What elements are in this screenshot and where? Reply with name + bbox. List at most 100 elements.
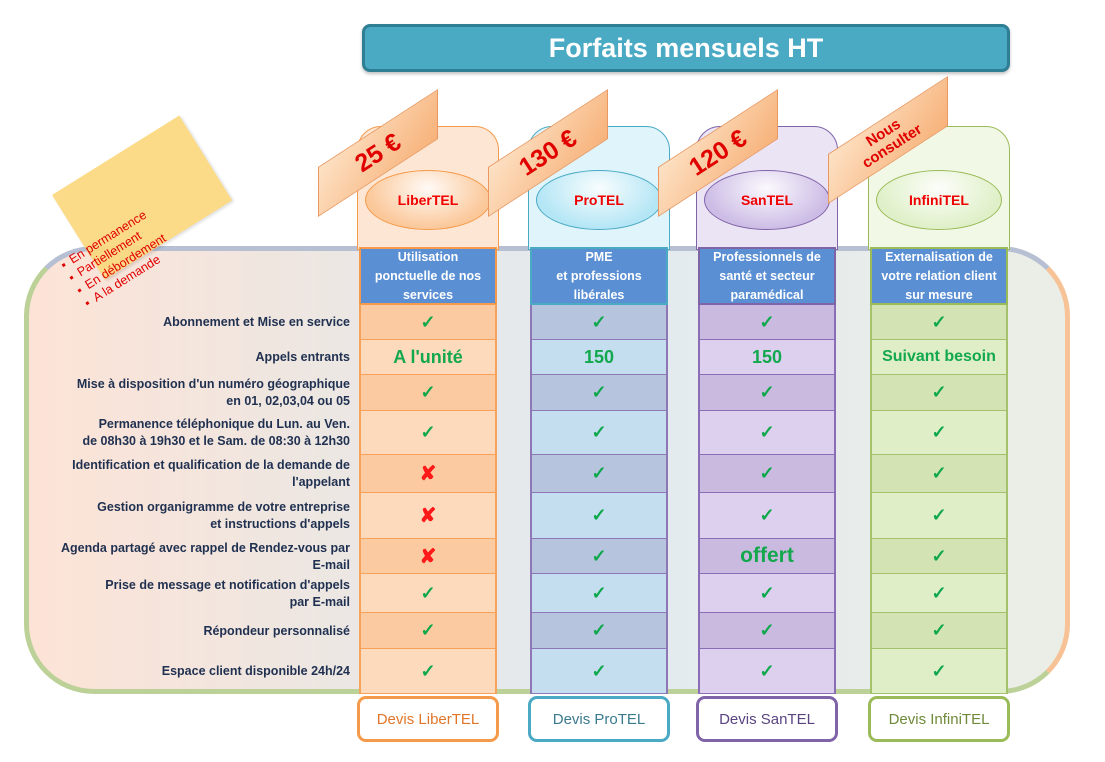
feature-cell-excluded: ✘ <box>359 455 497 493</box>
description-line: sur mesure <box>905 287 973 302</box>
feature-cell-included: ✓ <box>698 411 836 455</box>
feature-cell-included: ✓ <box>530 574 668 613</box>
check-icon: ✓ <box>759 382 775 402</box>
check-icon: ✓ <box>591 660 607 681</box>
feature-cell-included: ✓ <box>530 539 668 574</box>
feature-label-line: Mise à disposition d'un numéro géographi… <box>76 377 350 391</box>
description-line: PME <box>585 249 613 264</box>
check-icon: ✓ <box>931 422 947 442</box>
feature-label: Gestion organigramme de votre entreprise… <box>10 493 350 539</box>
check-icon: ✓ <box>420 422 436 442</box>
feature-cell-included: ✓ <box>359 649 497 694</box>
feature-cell-included: ✓ <box>870 375 1008 411</box>
feature-cell-included: ✓ <box>698 649 836 694</box>
plan-description-santel: Professionnels de santé et secteur paraméd… <box>698 247 836 305</box>
check-icon: ✓ <box>931 505 947 525</box>
check-icon: ✓ <box>759 620 775 640</box>
description-line: votre relation client <box>881 268 997 283</box>
feature-cell-included: ✓ <box>698 455 836 493</box>
feature-label-line: Abonnement et Mise en service <box>163 315 350 329</box>
plan-name-santel: SanTEL <box>704 170 830 230</box>
feature-value: 150 <box>751 346 783 367</box>
check-icon: ✓ <box>591 422 607 442</box>
feature-cell-included: ✓ <box>530 375 668 411</box>
feature-label-line: Gestion organigramme de votre entreprise <box>97 500 350 514</box>
quote-button-protel[interactable]: Devis ProTEL <box>528 696 670 742</box>
description-line: Externalisation de <box>885 249 993 264</box>
description-line: et professions <box>556 268 642 283</box>
feature-value: A l'unité <box>393 346 463 367</box>
feature-cell-included: ✓ <box>870 613 1008 649</box>
feature-label: Prise de message et notification d'appel… <box>10 574 350 613</box>
feature-label: Abonnement et Mise en service <box>10 305 350 340</box>
check-icon: ✓ <box>420 382 436 402</box>
feature-cell-included: ✓ <box>698 375 836 411</box>
feature-label: Permanence téléphonique du Lun. au Ven. d… <box>10 411 350 455</box>
feature-label-line: Identification et qualification de la de… <box>72 458 350 472</box>
check-icon: ✓ <box>420 311 436 332</box>
feature-label-line: de 08h30 à 19h30 et le Sam. de 08:30 à 1… <box>82 434 350 448</box>
feature-label: Identification et qualification de la de… <box>10 455 350 493</box>
quote-button-infinitel[interactable]: Devis InfiniTEL <box>868 696 1010 742</box>
feature-cell-included: ✓ <box>870 411 1008 455</box>
feature-label: Agenda partagé avec rappel de Rendez-vou… <box>10 539 350 574</box>
feature-cell-included: ✓ <box>870 305 1008 340</box>
cross-icon: ✘ <box>419 505 437 527</box>
feature-cell-value: A l'unité <box>359 340 497 375</box>
feature-value: Suivant besoin <box>882 348 996 365</box>
quote-button-libertel[interactable]: Devis LiberTEL <box>357 696 499 742</box>
feature-label-line: l'appelant <box>292 475 350 489</box>
description-line: santé et secteur <box>719 268 815 283</box>
check-icon: ✓ <box>759 505 775 525</box>
plan-description-protel: PME et professions libérales <box>530 247 668 305</box>
check-icon: ✓ <box>931 582 947 603</box>
check-icon: ✓ <box>931 660 947 681</box>
plan-description-libertel: Utilisation ponctuelle de nos services <box>359 247 497 305</box>
plan-name-infinitel: InfiniTEL <box>876 170 1002 230</box>
check-icon: ✓ <box>591 311 607 332</box>
feature-value: 150 <box>583 346 615 367</box>
feature-cell-included: ✓ <box>698 613 836 649</box>
check-icon: ✓ <box>591 620 607 640</box>
feature-cell-included: ✓ <box>359 574 497 613</box>
feature-cell-included: ✓ <box>698 574 836 613</box>
feature-cell-included: ✓ <box>698 493 836 539</box>
feature-cell-value: offert <box>698 539 836 574</box>
feature-cell-included: ✓ <box>530 613 668 649</box>
feature-cell-included: ✓ <box>359 411 497 455</box>
feature-cell-value: 150 <box>530 340 668 375</box>
check-icon: ✓ <box>931 545 947 566</box>
feature-cell-excluded: ✘ <box>359 539 497 574</box>
feature-label: Répondeur personnalisé <box>10 613 350 649</box>
check-icon: ✓ <box>931 311 947 332</box>
feature-cell-value: Suivant besoin <box>870 340 1008 375</box>
feature-cell-included: ✓ <box>698 305 836 340</box>
description-line: services <box>402 287 454 302</box>
quote-button-santel[interactable]: Devis SanTEL <box>696 696 838 742</box>
feature-cell-included: ✓ <box>359 305 497 340</box>
feature-label-line: Appels entrants <box>255 350 350 364</box>
check-icon: ✓ <box>759 311 775 332</box>
feature-cell-included: ✓ <box>530 649 668 694</box>
check-icon: ✓ <box>420 582 436 603</box>
feature-label-line: Prise de message et notification d'appel… <box>105 577 350 592</box>
feature-label-line: Permanence téléphonique du Lun. au Ven. <box>98 417 350 431</box>
feature-cell-included: ✓ <box>870 493 1008 539</box>
check-icon: ✓ <box>591 382 607 402</box>
cross-icon: ✘ <box>419 545 437 568</box>
feature-cell-included: ✓ <box>359 375 497 411</box>
check-icon: ✓ <box>591 545 607 566</box>
check-icon: ✓ <box>591 582 607 603</box>
feature-cell-excluded: ✘ <box>359 493 497 539</box>
feature-label: Mise à disposition d'un numéro géographi… <box>10 375 350 411</box>
page-title: Forfaits mensuels HT <box>362 24 1010 72</box>
feature-label: Appels entrants <box>10 340 350 375</box>
feature-cell-included: ✓ <box>359 613 497 649</box>
check-icon: ✓ <box>420 620 436 640</box>
check-icon: ✓ <box>931 463 947 483</box>
feature-label-line: Agenda partagé avec rappel de Rendez-vou… <box>61 540 350 555</box>
description-line: Utilisation <box>397 249 459 264</box>
check-icon: ✓ <box>591 505 607 525</box>
feature-cell-included: ✓ <box>870 455 1008 493</box>
feature-label-line: E-mail <box>312 557 350 572</box>
